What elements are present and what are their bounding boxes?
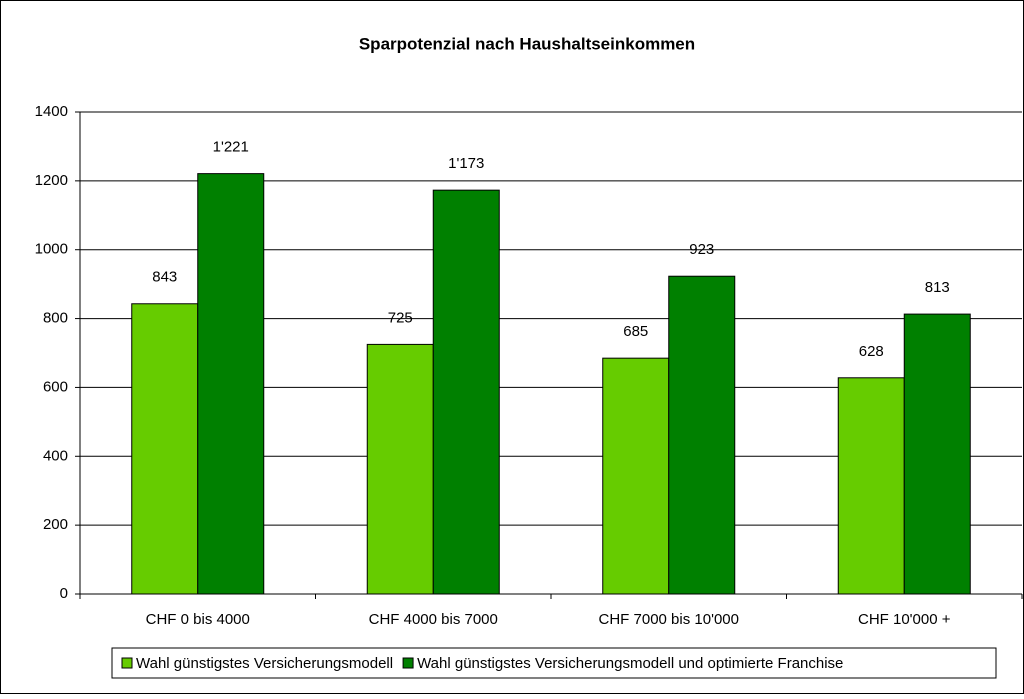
x-tick-label: CHF 10'000 +	[858, 611, 951, 628]
y-tick-label: 1400	[35, 103, 68, 120]
y-tick-label: 400	[43, 447, 68, 464]
value-label: 923	[689, 241, 714, 258]
bar	[366, 343, 434, 595]
y-tick-label: 0	[60, 585, 68, 602]
value-label: 843	[152, 269, 177, 286]
bar	[197, 173, 265, 595]
x-tick-label: CHF 4000 bis 7000	[369, 611, 498, 628]
bar	[668, 275, 736, 595]
x-tick-label: CHF 7000 bis 10'000	[599, 611, 739, 628]
x-tick-label: CHF 0 bis 4000	[146, 611, 250, 628]
bar	[903, 313, 971, 595]
bar	[837, 377, 905, 595]
chart-title: Sparpotenzial nach Haushaltseinkommen	[359, 34, 695, 53]
legend-label: Wahl günstigstes Versicherungsmodell und…	[417, 655, 843, 672]
bar	[432, 189, 500, 595]
value-label: 813	[925, 279, 950, 296]
y-tick-label: 1000	[35, 241, 68, 258]
bar	[131, 303, 199, 595]
legend-swatch	[402, 657, 414, 669]
value-label: 628	[859, 343, 884, 360]
value-label: 1'221	[213, 139, 249, 156]
value-label: 725	[388, 309, 413, 326]
y-tick-label: 200	[43, 516, 68, 533]
bar	[602, 357, 670, 595]
value-label: 1'173	[448, 155, 484, 172]
y-tick-label: 600	[43, 378, 68, 395]
y-tick-label: 1200	[35, 172, 68, 189]
legend-swatch	[121, 657, 133, 669]
value-label: 685	[623, 323, 648, 340]
legend-box	[111, 647, 997, 679]
y-tick-label: 800	[43, 310, 68, 327]
legend-label: Wahl günstigstes Versicherungsmodell	[136, 655, 393, 672]
